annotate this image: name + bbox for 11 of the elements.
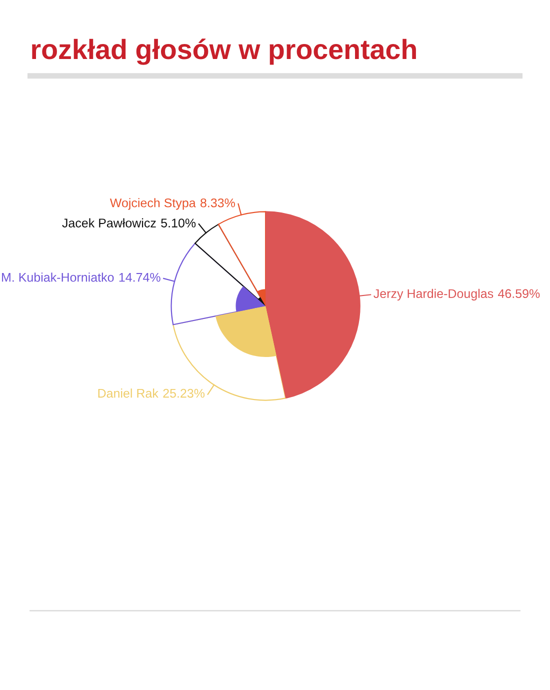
slice-label: Jacek Pawłowicz	[62, 218, 156, 228]
data-label: 5.10%	[161, 218, 196, 228]
slice-label: M. Kubiak-Horniatko	[2, 272, 114, 282]
data-label: 8.33%	[200, 198, 235, 208]
slice-label: Jerzy Hardie-Douglas	[374, 288, 494, 301]
data-label: 14.74%	[119, 272, 160, 282]
slice-label: Wojciech Stypa	[110, 198, 196, 210]
data-label: 46.59%	[498, 289, 540, 298]
chart-title: rozkład głosów w procentach	[32, 38, 416, 65]
slice-label: Daniel Rak	[98, 388, 158, 398]
data-label: 25.23%	[163, 388, 205, 398]
